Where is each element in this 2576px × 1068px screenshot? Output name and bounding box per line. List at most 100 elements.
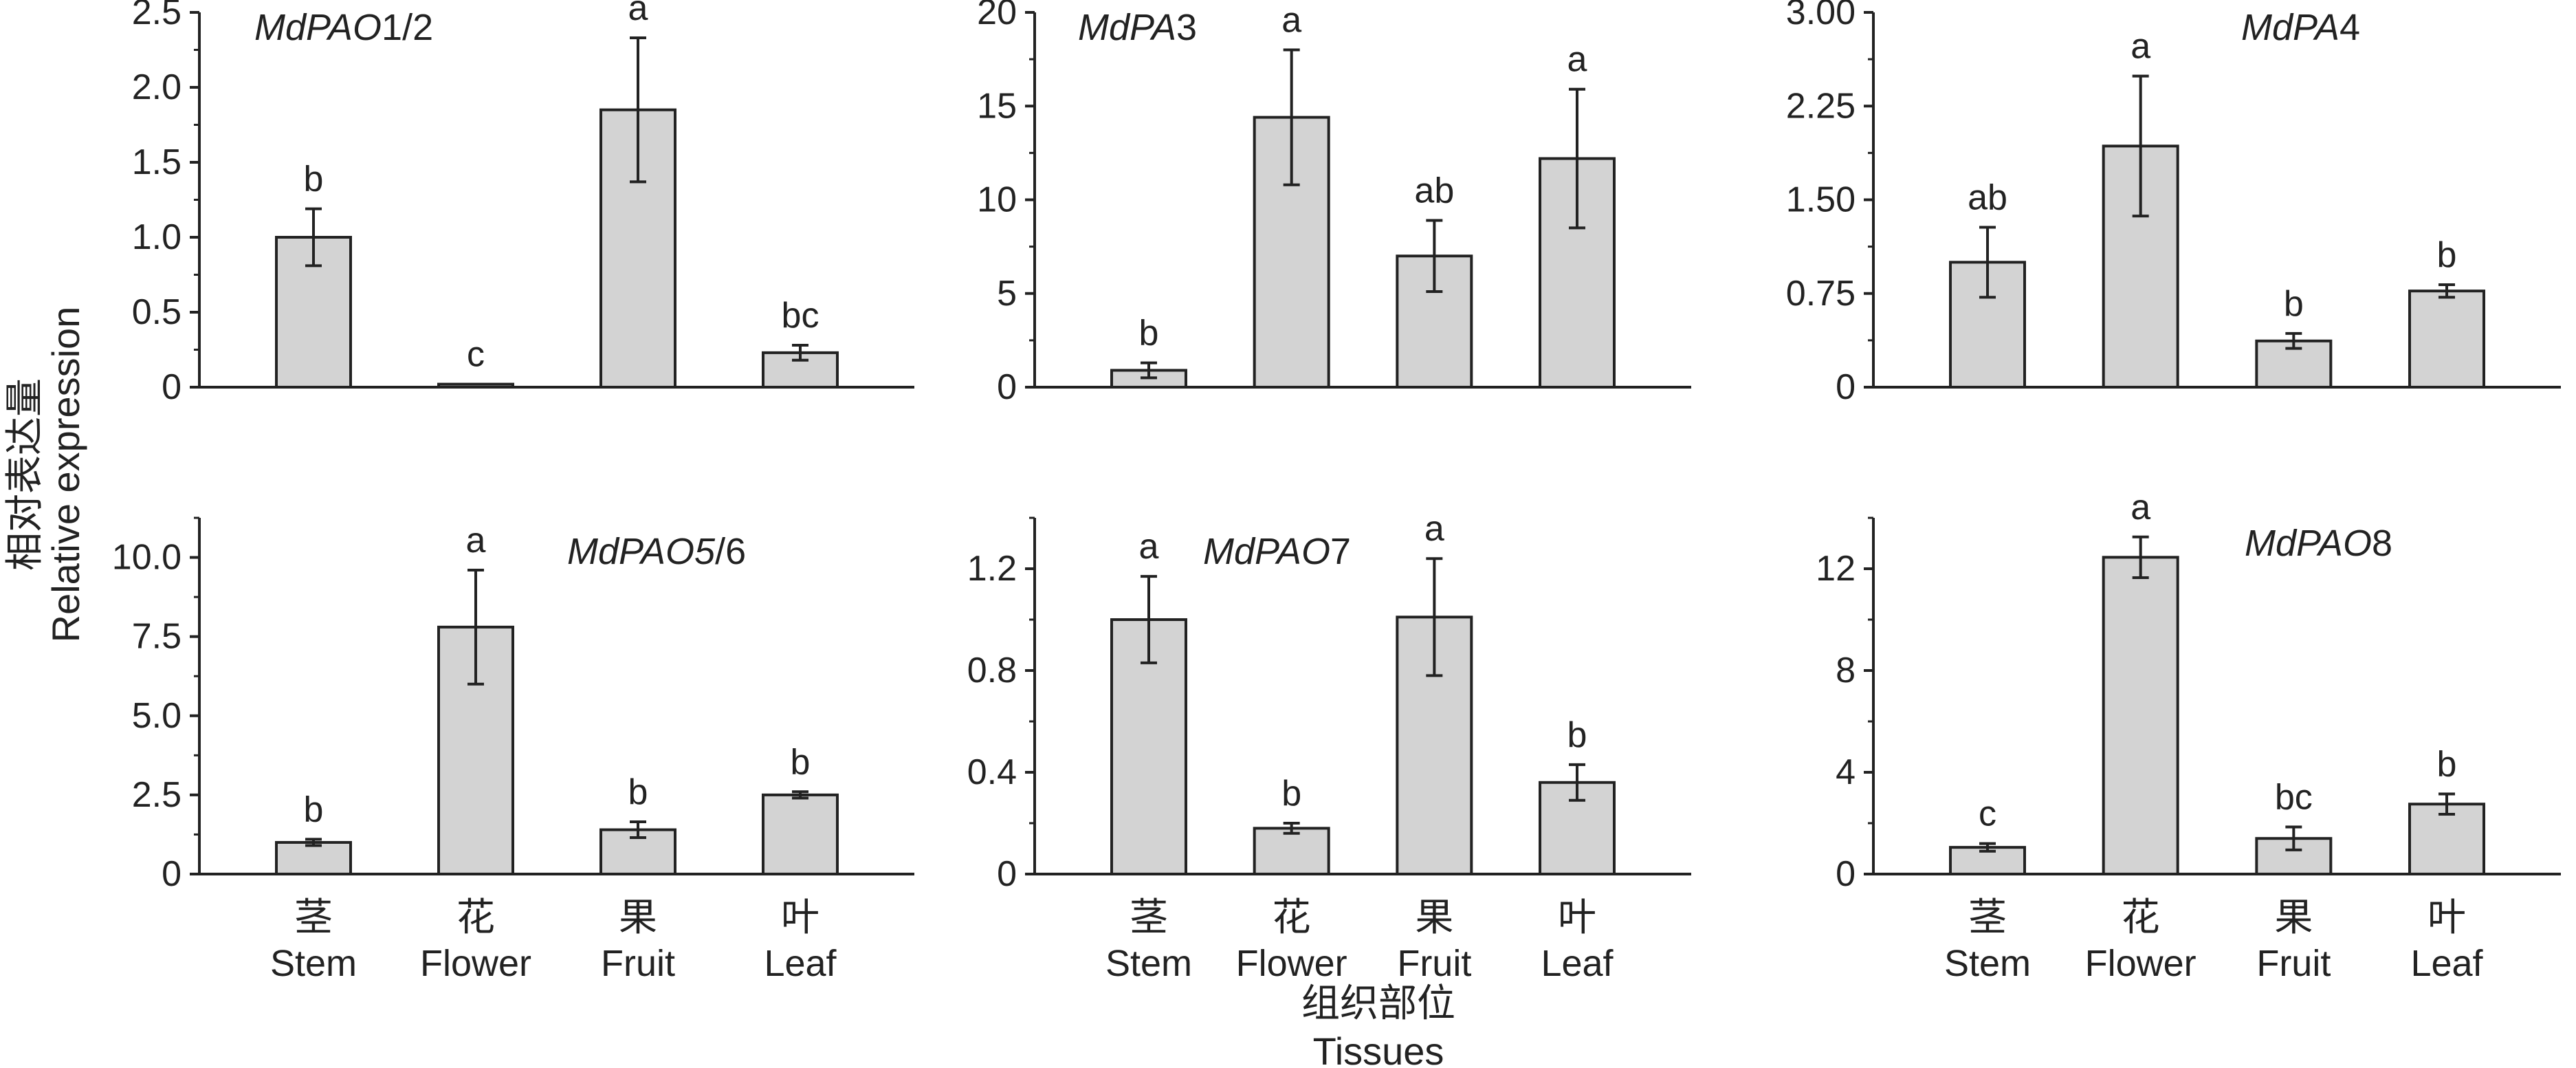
y-tick-label: 2.0 bbox=[132, 67, 181, 107]
significance-letter: a bbox=[466, 521, 486, 560]
significance-letter: b bbox=[1567, 715, 1587, 755]
category-label-zh: 茎 bbox=[1130, 895, 1168, 939]
panel-title-italic: MdPA bbox=[2241, 7, 2340, 48]
panel-title-italic: MdPA bbox=[1078, 7, 1176, 48]
significance-letter: a bbox=[1139, 527, 1159, 567]
bar bbox=[275, 236, 352, 389]
significance-letter: c bbox=[1979, 794, 1996, 834]
y-tick-label: 0 bbox=[997, 854, 1017, 894]
significance-letter: a bbox=[1424, 509, 1444, 549]
panel-title-italic: MdPAO bbox=[254, 7, 382, 48]
panel-title: MdPAO1/2 bbox=[254, 7, 433, 48]
bar bbox=[437, 382, 514, 389]
panel-title-plain: 1/2 bbox=[382, 7, 433, 48]
x-axis-title-zh: 组织部位 bbox=[1301, 981, 1455, 1025]
y-tick-label: 7.5 bbox=[132, 617, 181, 657]
significance-letter: ab bbox=[1414, 171, 1454, 210]
significance-letter: a bbox=[1567, 40, 1587, 80]
category-label-en: Fruit bbox=[1397, 943, 1471, 984]
category-label-zh: 茎 bbox=[294, 895, 333, 939]
y-tick-label: 1.50 bbox=[1786, 180, 1856, 220]
y-tick-label: 2.25 bbox=[1786, 86, 1856, 126]
category-label-en: Stem bbox=[1944, 943, 2031, 984]
y-tick-label: 0.8 bbox=[967, 651, 1017, 690]
significance-letter: b bbox=[1139, 314, 1159, 353]
panel-title-italic: MdPAO5 bbox=[567, 531, 716, 572]
y-tick-label: 1.0 bbox=[132, 217, 181, 257]
y-tick-label: 4 bbox=[1836, 752, 1856, 792]
bar bbox=[762, 793, 839, 876]
y-tick-label: 0 bbox=[1836, 367, 1856, 407]
panel-title-plain: 3 bbox=[1176, 7, 1197, 48]
bar bbox=[2408, 803, 2485, 875]
bar bbox=[1253, 827, 1330, 876]
y-tick-label: 20 bbox=[977, 0, 1017, 32]
y-tick-label: 2.5 bbox=[132, 0, 181, 32]
y-tick-label: 5 bbox=[997, 274, 1017, 314]
bar bbox=[2102, 556, 2179, 875]
y-tick-label: 0 bbox=[162, 854, 181, 894]
panels: 00.51.01.52.02.5bcabcMdPAO1/205101520baa… bbox=[112, 0, 2561, 984]
category-label-en: Stem bbox=[1105, 943, 1192, 984]
y-tick-label: 15 bbox=[977, 86, 1017, 126]
panel-title-plain: 7 bbox=[1330, 531, 1351, 572]
y-tick-label: 1.2 bbox=[967, 549, 1017, 589]
y-tick-label: 0.4 bbox=[967, 752, 1017, 792]
y-tick-label: 0.5 bbox=[132, 292, 181, 332]
significance-letter: b bbox=[2437, 235, 2457, 275]
category-label-en: Fruit bbox=[601, 943, 675, 984]
significance-letter: a bbox=[2131, 27, 2150, 67]
y-tick-label: 3.00 bbox=[1786, 0, 1856, 32]
panel-title: MdPA3 bbox=[1078, 7, 1197, 48]
y-tick-label: 12 bbox=[1816, 549, 1856, 589]
bar bbox=[275, 840, 352, 876]
category-label-zh: 叶 bbox=[1558, 895, 1596, 939]
chart-panel: 0 5 10 15 20 b a ab a MdPA3 bbox=[977, 0, 1691, 407]
category-label-en: Flower bbox=[1236, 943, 1347, 984]
category-label-en: Fruit bbox=[2256, 943, 2331, 984]
y-tick-label: 2.5 bbox=[132, 775, 181, 815]
significance-letter: b bbox=[2437, 744, 2457, 784]
category-label-en: Leaf bbox=[764, 943, 837, 984]
y-tick-label: 0.75 bbox=[1786, 274, 1856, 314]
y-tick-label: 8 bbox=[1836, 651, 1856, 690]
category-label-zh: 茎 bbox=[1968, 895, 2007, 939]
category-label-en: Flower bbox=[2085, 943, 2197, 984]
significance-letter: b bbox=[628, 772, 648, 812]
significance-letter: b bbox=[791, 742, 811, 782]
significance-letter: bc bbox=[782, 296, 819, 336]
panel-title: MdPAO8 bbox=[2245, 523, 2392, 564]
panel-title: MdPA4 bbox=[2241, 7, 2360, 48]
category-label-en: Leaf bbox=[1541, 943, 1614, 984]
y-tick-label: 0 bbox=[997, 367, 1017, 407]
panel-title-italic: MdPAO bbox=[1203, 531, 1330, 572]
y-axis-title-en: Relative expression bbox=[44, 307, 87, 643]
panel-title: MdPAO5/6 bbox=[567, 531, 746, 572]
category-label-zh: 果 bbox=[1415, 895, 1453, 939]
panel-title: MdPAO7 bbox=[1203, 531, 1351, 572]
y-tick-label: 0 bbox=[162, 367, 181, 407]
significance-letter: c bbox=[467, 335, 485, 375]
significance-letter: b bbox=[1281, 774, 1301, 814]
significance-letter: a bbox=[628, 0, 648, 28]
bar bbox=[2255, 837, 2333, 875]
significance-letter: ab bbox=[1968, 177, 2007, 217]
category-label-zh: 叶 bbox=[2428, 895, 2466, 939]
x-axis-title-en: Tissues bbox=[1313, 1029, 1444, 1068]
category-label-en: Leaf bbox=[2410, 943, 2483, 984]
significance-letter: bc bbox=[2275, 778, 2313, 818]
category-label-zh: 叶 bbox=[781, 895, 819, 939]
bar bbox=[2408, 290, 2485, 389]
category-label-zh: 花 bbox=[1273, 895, 1311, 939]
category-label-en: Flower bbox=[420, 943, 531, 984]
significance-letter: a bbox=[2131, 488, 2150, 527]
category-label-zh: 花 bbox=[2122, 895, 2160, 939]
panel-title-italic: MdPAO bbox=[2245, 523, 2372, 564]
category-label-zh: 果 bbox=[2274, 895, 2313, 939]
